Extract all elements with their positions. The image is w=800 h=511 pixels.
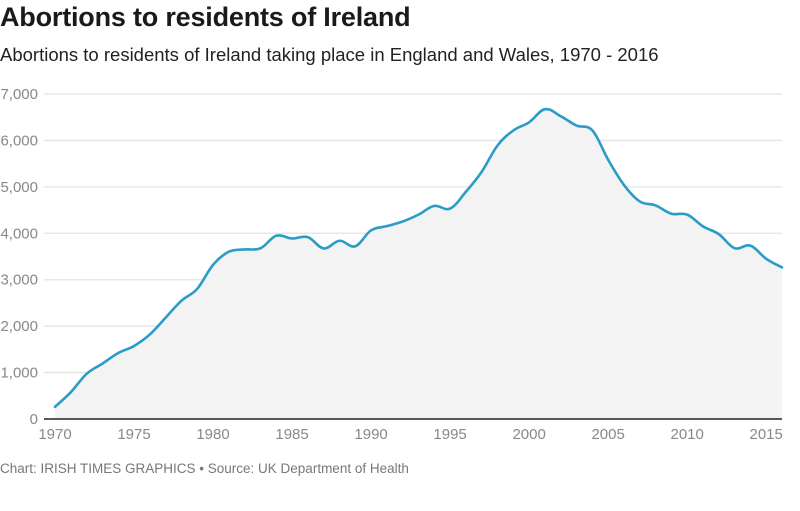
y-tick-label: 3,000 (0, 272, 38, 289)
x-tick-label: 2005 (591, 426, 624, 443)
x-tick-label: 1985 (275, 426, 308, 443)
x-tick-label: 1980 (196, 426, 229, 443)
chart-source-credit: Chart: IRISH TIMES GRAPHICS • Source: UK… (0, 461, 409, 476)
area-fill (55, 109, 782, 419)
line-chart: 0 1,000 2,000 3,000 4,000 5,000 6,000 7,000 197… (0, 86, 784, 443)
x-tick-label: 1975 (117, 426, 150, 443)
y-tick-label: 0 (30, 411, 38, 428)
x-tick-label: 1970 (38, 426, 71, 443)
y-tick-label: 7,000 (0, 86, 38, 103)
y-tick-label: 2,000 (0, 318, 38, 335)
chart-title: Abortions to residents of Ireland (0, 2, 411, 32)
x-tick-label: 1990 (354, 426, 387, 443)
x-tick-label: 1995 (433, 426, 466, 443)
y-tick-label: 4,000 (0, 225, 38, 242)
y-tick-label: 6,000 (0, 132, 38, 149)
x-tick-label: 2000 (512, 426, 545, 443)
x-tick-label: 2015 (750, 426, 783, 443)
y-tick-label: 5,000 (0, 179, 38, 196)
x-tick-label: 2010 (670, 426, 703, 443)
chart-subtitle: Abortions to residents of Ireland taking… (0, 44, 659, 65)
series-line-abortions (53, 107, 784, 409)
y-axis-ticks: 0 1,000 2,000 3,000 4,000 5,000 6,000 7,000 (0, 86, 38, 428)
x-axis-ticks: 1970 1975 1980 1985 1990 1995 2000 2005 2010 2015 (38, 426, 783, 443)
y-tick-label: 1,000 (0, 365, 38, 382)
